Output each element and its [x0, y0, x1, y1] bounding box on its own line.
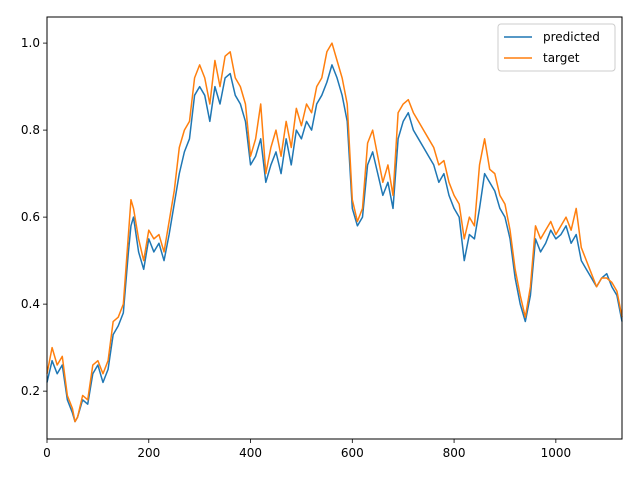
x-tick-label: 600 — [341, 446, 364, 460]
legend-label-target: target — [543, 51, 580, 65]
x-tick-label: 1000 — [541, 446, 572, 460]
plot-frame — [46, 16, 623, 440]
x-tick-label: 200 — [137, 446, 160, 460]
x-tick-label: 800 — [443, 446, 466, 460]
y-tick-label: 0.6 — [21, 210, 40, 224]
y-axis: 0.2 0.4 0.6 0.8 1.0 — [21, 36, 47, 398]
y-tick-label: 0.4 — [21, 297, 40, 311]
plot-area — [47, 17, 622, 439]
y-tick-label: 1.0 — [21, 36, 40, 50]
y-tick-label: 0.8 — [21, 123, 40, 137]
legend: predicted target — [497, 23, 616, 72]
x-tick-label: 400 — [239, 446, 262, 460]
legend-box — [497, 23, 616, 72]
x-tick-label: 0 — [43, 446, 51, 460]
series-line-target — [46, 42, 623, 423]
y-tick-label: 0.2 — [21, 384, 40, 398]
series-layer — [46, 42, 623, 423]
legend-label-predicted: predicted — [543, 30, 600, 44]
x-axis: 0 200 400 600 800 1000 — [43, 439, 571, 460]
series-line-predicted — [46, 64, 623, 423]
